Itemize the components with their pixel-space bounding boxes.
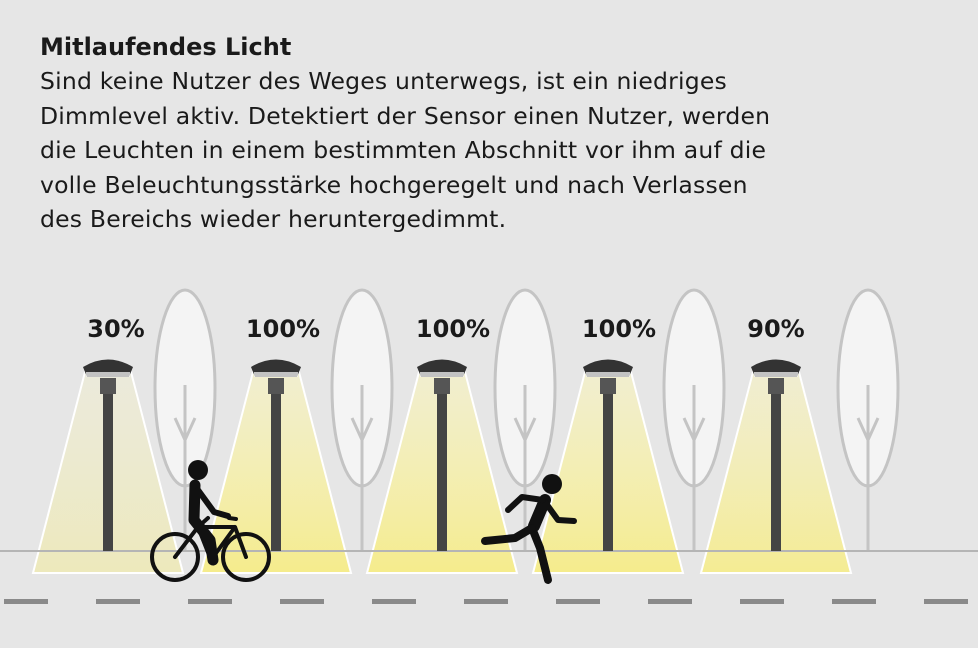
road-dash	[556, 599, 600, 604]
tree-icon	[153, 288, 217, 551]
lamp-labels: 30% 100% 100% 100% 90%	[87, 315, 804, 343]
road-dash	[96, 599, 140, 604]
lamp-label: 100%	[582, 315, 656, 343]
road-dash	[832, 599, 876, 604]
road-dash	[280, 599, 324, 604]
road-dash	[372, 599, 416, 604]
description-line: volle Beleuchtungsstärke hochgeregelt un…	[40, 170, 748, 199]
road-dash	[924, 599, 968, 604]
lamp-label: 30%	[87, 315, 144, 343]
street-lamp-icon	[583, 359, 633, 551]
trees	[153, 288, 900, 551]
description-line: die Leuchten in einem bestimmten Abschni…	[40, 136, 767, 164]
street-lamps	[83, 359, 801, 551]
road-dash	[740, 599, 784, 604]
lamp-label: 90%	[747, 315, 804, 343]
road-dash	[188, 599, 232, 604]
street-lamp-icon	[751, 359, 801, 551]
tree-icon	[493, 288, 557, 551]
page-title: Mitlaufendes Licht	[40, 33, 292, 61]
lamp-label: 100%	[416, 315, 490, 343]
street-lamp-icon	[83, 359, 133, 551]
runner-icon	[481, 474, 577, 584]
road-dash	[464, 599, 508, 604]
cyclist-icon	[150, 460, 271, 582]
tree-icon	[330, 288, 394, 551]
street-lamp-icon	[251, 359, 301, 551]
street-lamp-icon	[417, 359, 467, 551]
tree-icon	[836, 288, 900, 551]
description-line: des Bereichs wieder heruntergedimmt.	[40, 205, 507, 233]
description-line: Dimmlevel aktiv. Detektiert der Sensor e…	[40, 101, 771, 130]
tree-icon	[662, 288, 726, 551]
road-dash	[648, 599, 692, 604]
road-markings	[4, 599, 968, 604]
description: Sind keine Nutzer des Weges unterwegs, i…	[40, 64, 940, 237]
description-line: Sind keine Nutzer des Weges unterwegs, i…	[40, 67, 727, 95]
road-dash	[4, 599, 48, 604]
lamp-label: 100%	[246, 315, 320, 343]
text-block: Mitlaufendes Licht Sind keine Nutzer des…	[40, 30, 940, 237]
